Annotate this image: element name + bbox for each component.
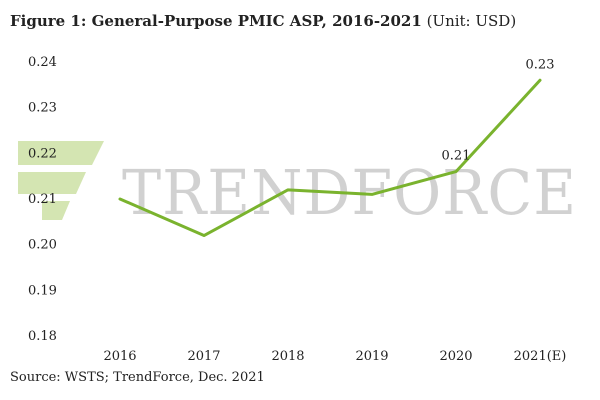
watermark: TRENDFORCE: [18, 141, 576, 229]
source-note: Source: WSTS; TrendForce, Dec. 2021: [10, 370, 265, 385]
x-tick-label: 2021(E): [514, 349, 567, 364]
data-labels: 0.21 0.23: [442, 57, 555, 163]
data-label: 0.23: [526, 57, 555, 72]
y-axis-ticks: 0.18 0.19 0.20 0.21 0.22 0.23 0.24: [28, 55, 57, 344]
x-tick-label: 2018: [271, 349, 304, 364]
y-tick-label: 0.22: [28, 146, 57, 161]
x-tick-label: 2020: [439, 349, 472, 364]
x-tick-label: 2019: [355, 349, 388, 364]
y-tick-label: 0.20: [28, 238, 57, 253]
y-tick-label: 0.24: [28, 55, 57, 70]
data-label: 0.21: [442, 149, 471, 164]
x-axis-ticks: 2016 2017 2018 2019 2020 2021(E): [103, 349, 566, 364]
y-tick-label: 0.21: [28, 192, 57, 207]
y-tick-label: 0.23: [28, 101, 57, 116]
chart-title: Figure 1: General-Purpose PMIC ASP, 2016…: [10, 12, 516, 30]
x-tick-label: 2016: [103, 349, 136, 364]
x-tick-label: 2017: [187, 349, 220, 364]
trendforce-logo-icon: [18, 141, 104, 220]
chart-title-main: Figure 1: General-Purpose PMIC ASP, 2016…: [10, 12, 422, 30]
y-tick-label: 0.19: [28, 283, 57, 298]
series-line: [118, 78, 542, 238]
chart-title-unit: (Unit: USD): [426, 12, 517, 30]
y-tick-label: 0.18: [28, 329, 57, 344]
